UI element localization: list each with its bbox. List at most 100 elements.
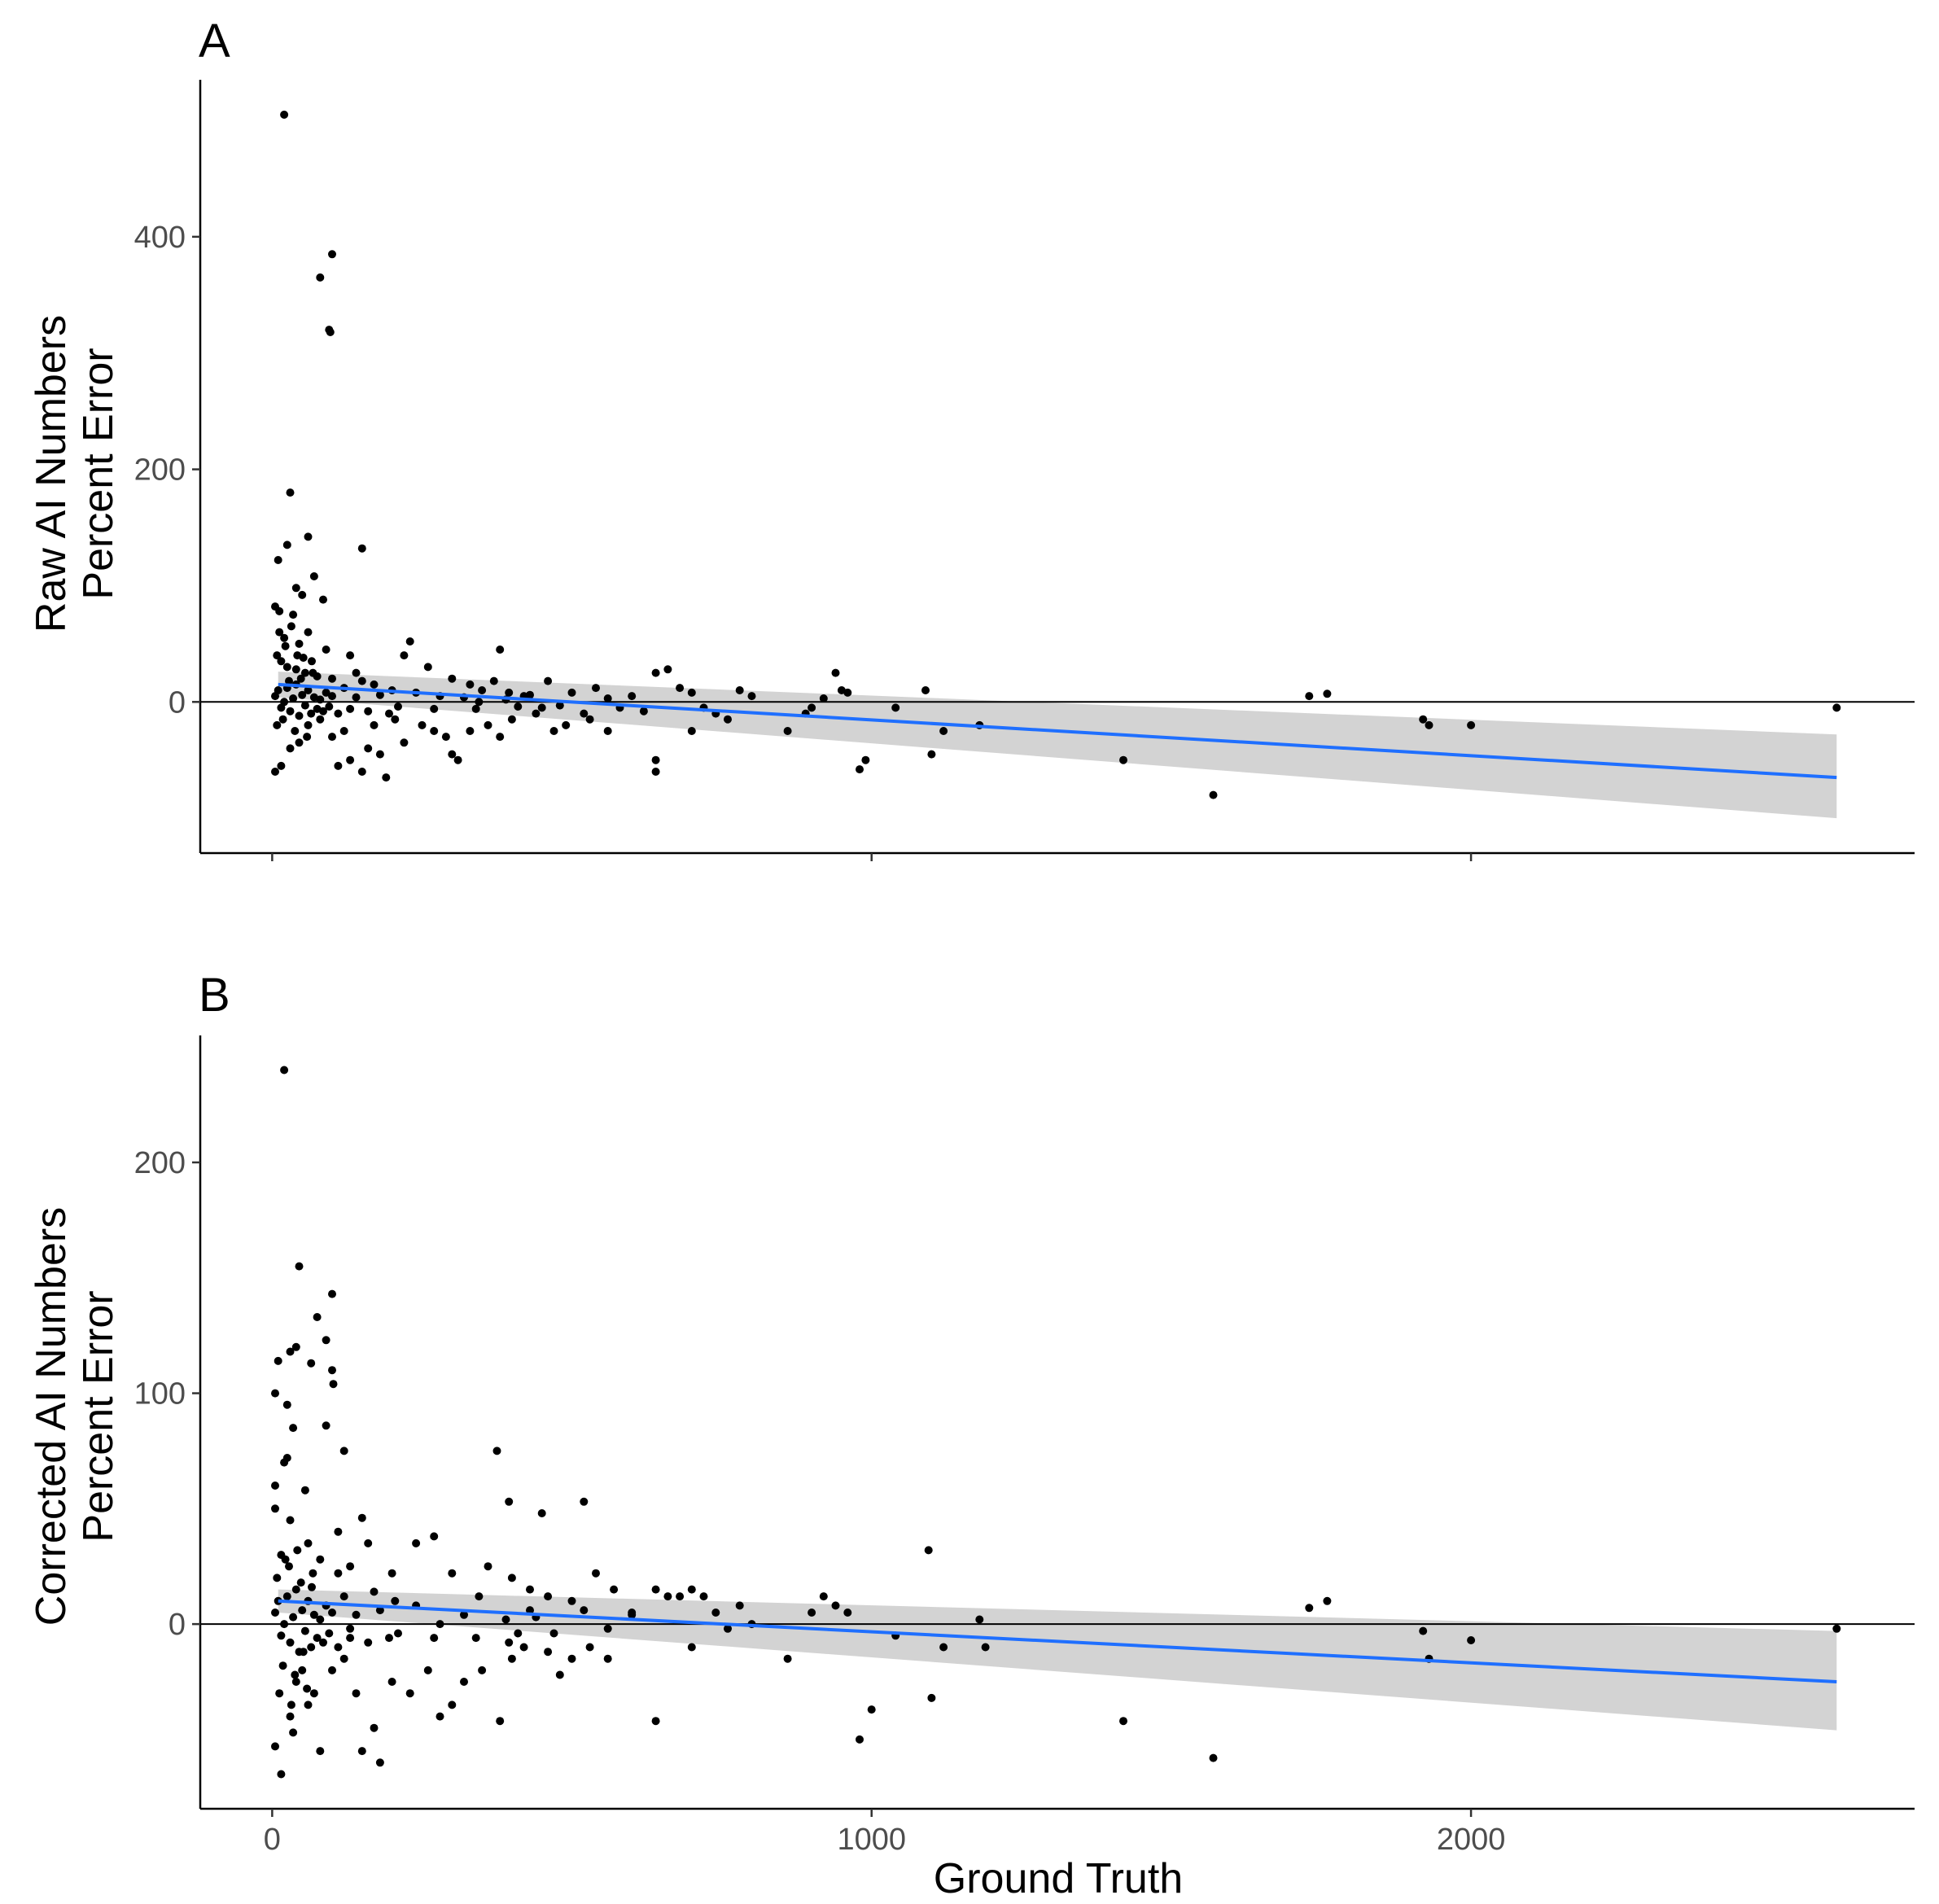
panel-a-point bbox=[316, 715, 325, 724]
panel-a-point bbox=[375, 690, 384, 699]
panel-a-point bbox=[687, 688, 696, 697]
panel-a-point bbox=[891, 703, 900, 712]
panel-b-point bbox=[274, 1356, 282, 1365]
panel-b-point bbox=[448, 1700, 457, 1709]
panel-b-point bbox=[307, 1643, 316, 1652]
panel-a-point bbox=[430, 727, 439, 735]
panel-a-point bbox=[1419, 715, 1428, 724]
panel-a-point bbox=[286, 488, 295, 497]
panel-b-point bbox=[271, 1482, 279, 1490]
panel-b-point bbox=[280, 1066, 289, 1075]
panel-a-point bbox=[328, 692, 336, 701]
panel-b-point bbox=[711, 1609, 720, 1617]
panel-a-point bbox=[1425, 720, 1433, 729]
panel-a-point bbox=[328, 733, 336, 742]
panel-b-point bbox=[1323, 1596, 1332, 1605]
panel-b-point bbox=[460, 1610, 468, 1619]
panel-a-point bbox=[291, 665, 300, 674]
panel-b-point bbox=[544, 1648, 553, 1657]
panel-a-point bbox=[286, 744, 295, 753]
panel-a-point bbox=[526, 690, 534, 699]
panel-a-point bbox=[496, 733, 505, 742]
panel-b-point bbox=[274, 1596, 282, 1605]
panel-b-point bbox=[478, 1665, 487, 1674]
panel-b-point bbox=[316, 1555, 325, 1564]
panel-b-point bbox=[287, 1700, 295, 1709]
panel-b-point bbox=[364, 1539, 373, 1547]
panel-b-point bbox=[304, 1539, 313, 1547]
panel-b-point bbox=[783, 1654, 792, 1663]
panel-a-point bbox=[334, 761, 343, 770]
panel-b-point bbox=[484, 1562, 492, 1571]
panel-a-y-ticks: 0 200 400 bbox=[134, 221, 200, 720]
panel-a-point bbox=[322, 688, 330, 697]
panel-a-point bbox=[273, 720, 282, 729]
panel-b-point bbox=[436, 1620, 444, 1629]
panel-b-point bbox=[676, 1592, 685, 1601]
panel-b-point bbox=[975, 1615, 984, 1624]
panel-b-point bbox=[271, 1609, 279, 1617]
panel-a-point bbox=[430, 704, 439, 713]
panel-b-point bbox=[592, 1569, 600, 1578]
panel-b-point bbox=[352, 1610, 361, 1619]
panel-b-point bbox=[370, 1723, 379, 1732]
panel-a-point bbox=[861, 755, 870, 764]
panel-b-point bbox=[346, 1624, 355, 1633]
panel-b-point bbox=[387, 1569, 396, 1578]
panel-b-point bbox=[405, 1689, 414, 1698]
panel-a-point bbox=[281, 641, 290, 650]
panel-b-point bbox=[339, 1592, 348, 1601]
panel-a-point bbox=[295, 711, 304, 720]
panel-b-point bbox=[423, 1665, 432, 1674]
panel-b-point bbox=[526, 1606, 534, 1615]
panel-b-point bbox=[282, 1454, 291, 1462]
panel-a-point bbox=[562, 720, 571, 729]
panel-b-point bbox=[628, 1610, 637, 1619]
panel-a: A 0 200 400 Raw AI Numbers Percent Error bbox=[28, 15, 1915, 861]
panel-a-point bbox=[808, 703, 816, 712]
panel-b-point bbox=[580, 1497, 589, 1506]
panel-b-point bbox=[319, 1638, 327, 1647]
panel-b-x-tick-label: 2000 bbox=[1437, 1823, 1506, 1857]
panel-a-point bbox=[370, 680, 379, 689]
panel-b-point bbox=[298, 1606, 307, 1615]
panel-a-point bbox=[285, 676, 293, 685]
panel-b-y-ticks: 0 100 200 bbox=[134, 1146, 200, 1642]
panel-b-point bbox=[1209, 1753, 1218, 1762]
panel-b-point bbox=[316, 1615, 325, 1624]
panel-a-points bbox=[271, 110, 1841, 799]
panel-b-point bbox=[610, 1585, 619, 1594]
panel-a-point bbox=[394, 703, 402, 711]
panel-a-point bbox=[628, 692, 637, 701]
panel-b-point bbox=[567, 1596, 576, 1605]
panel-b-point bbox=[289, 1613, 298, 1622]
panel-a-point bbox=[747, 692, 756, 701]
panel-a-point bbox=[328, 250, 336, 259]
panel-a-point bbox=[308, 657, 316, 666]
panel-b-point bbox=[289, 1424, 298, 1433]
panel-b-point bbox=[549, 1629, 558, 1638]
panel-b-point bbox=[537, 1509, 546, 1517]
panel-a-point bbox=[316, 695, 325, 704]
panel-b-point bbox=[927, 1693, 936, 1702]
panel-a-point bbox=[298, 590, 307, 599]
panel-b-point bbox=[430, 1634, 439, 1643]
panel-a-point bbox=[291, 727, 300, 735]
panel-a-point bbox=[316, 273, 325, 282]
panel-a-point bbox=[275, 628, 284, 637]
panel-a-point bbox=[639, 707, 648, 716]
panel-a-point bbox=[277, 761, 286, 770]
panel-a-point bbox=[346, 651, 355, 660]
panel-a-point bbox=[567, 688, 576, 697]
panel-b-point bbox=[364, 1638, 373, 1647]
panel-b-point bbox=[291, 1670, 300, 1679]
panel-b-point bbox=[300, 1626, 309, 1635]
panel-b-point bbox=[663, 1592, 672, 1601]
panel-b-label: B bbox=[199, 969, 230, 1022]
panel-b-point bbox=[325, 1629, 334, 1638]
panel-b-point bbox=[286, 1516, 295, 1525]
panel-a-point bbox=[1305, 692, 1314, 701]
panel-b-point bbox=[339, 1654, 348, 1663]
panel-b-point bbox=[289, 1728, 298, 1737]
panel-b-point bbox=[328, 1609, 336, 1617]
